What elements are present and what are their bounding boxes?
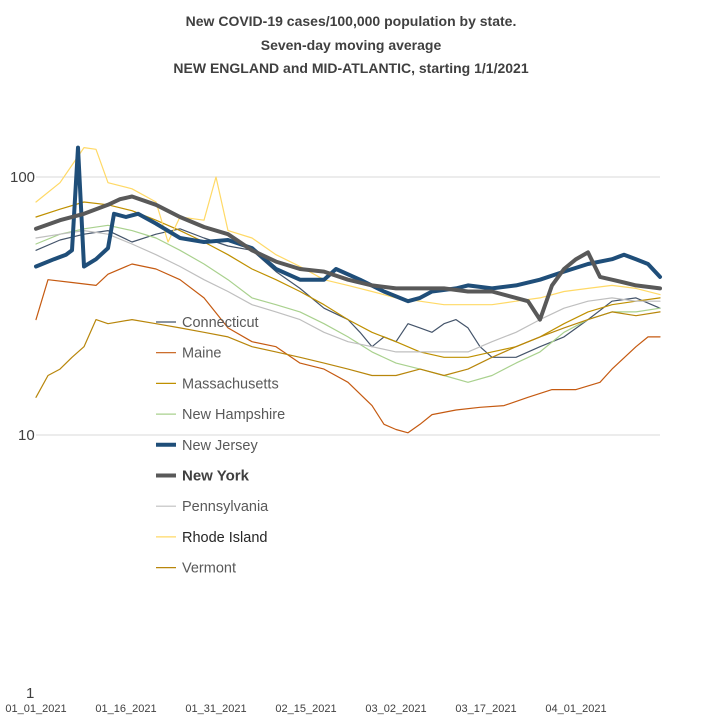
series-line-pennsylvania — [35, 230, 661, 353]
series-lines — [34, 145, 662, 434]
legend-label-pennsylvania: Pennsylvania — [182, 499, 269, 515]
y-axis-ticks: 100 10 1 — [10, 169, 35, 702]
chart-title: New COVID-19 cases/100,000 population by… — [173, 13, 528, 76]
series-line-new-hampshire — [35, 224, 661, 383]
legend-label-maine: Maine — [182, 346, 222, 362]
y-tick-label: 10 — [18, 427, 35, 444]
chart-title-line-3: NEW ENGLAND and MID-ATLANTIC, starting 1… — [173, 60, 528, 76]
chart-title-line-2: Seven-day moving average — [261, 37, 442, 53]
series-line-vermont — [35, 311, 661, 398]
legend-label-vermont: Vermont — [182, 561, 236, 577]
legend: Connecticut Maine Massachusetts New Hampshi… — [156, 315, 285, 577]
x-tick-label: 01_01_2021 — [5, 703, 66, 715]
legend-label-new-hampshire: New Hampshire — [182, 407, 285, 423]
series-line-new-york — [34, 194, 662, 322]
series-line-maine — [35, 263, 661, 434]
x-tick-label: 01_31_2021 — [185, 703, 246, 715]
legend-label-new-jersey: New Jersey — [182, 438, 258, 454]
x-tick-label: 04_01_2021 — [545, 703, 606, 715]
legend-label-new-york: New York — [182, 468, 250, 485]
x-tick-label: 03_02_2021 — [365, 703, 426, 715]
series-line-rhode-island — [35, 147, 661, 306]
y-tick-label: 1 — [26, 685, 34, 702]
chart-title-line-1: New COVID-19 cases/100,000 population by… — [186, 13, 517, 29]
gridlines — [36, 176, 660, 436]
legend-label-massachusetts: Massachusetts — [182, 376, 279, 392]
x-tick-label: 02_15_2021 — [275, 703, 336, 715]
x-axis-ticks: 01_01_2021 01_16_2021 01_31_2021 02_15_2021… — [5, 703, 606, 715]
legend-label-rhode-island: Rhode Island — [182, 530, 267, 546]
y-tick-label: 100 — [10, 169, 35, 186]
x-tick-label: 01_16_2021 — [95, 703, 156, 715]
legend-label-connecticut: Connecticut — [182, 315, 259, 331]
x-tick-label: 03_17_2021 — [455, 703, 516, 715]
